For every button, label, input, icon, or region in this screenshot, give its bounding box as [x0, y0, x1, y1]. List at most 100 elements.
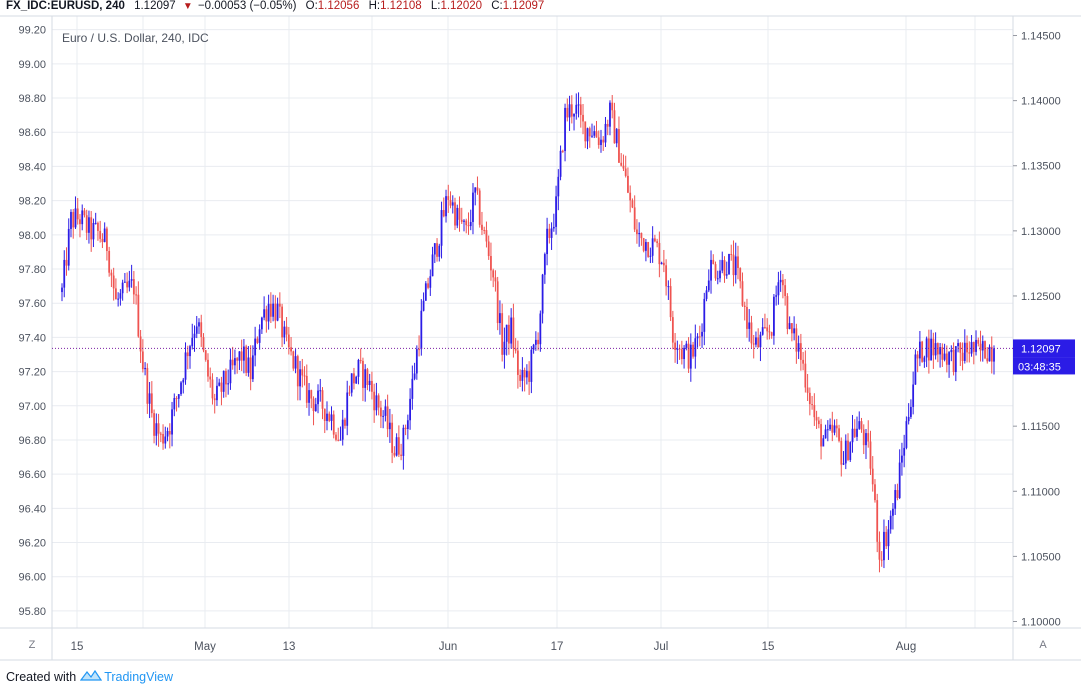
candle-down-body — [647, 242, 650, 257]
candle-up-body — [63, 259, 66, 288]
candle-up-body — [856, 428, 858, 437]
candle-down-body — [162, 433, 164, 444]
candle-up-body — [229, 359, 232, 384]
candle-down-body — [175, 398, 178, 400]
candle-up-body — [330, 414, 333, 421]
candle-down-body — [108, 250, 111, 273]
candle-up-body — [357, 360, 360, 377]
price-change: −0.00053 (−0.05%) — [197, 0, 297, 12]
candle-up-body — [182, 379, 185, 383]
x-axis-tick-label: 17 — [551, 641, 564, 653]
candle-up-body — [901, 455, 903, 463]
candle-down-body — [436, 243, 438, 257]
candle-up-body — [930, 338, 933, 361]
candle-up-body — [849, 442, 852, 460]
candle-up-body — [660, 262, 663, 265]
candle-down-body — [961, 352, 964, 361]
high-value: 1.12108 — [380, 0, 422, 12]
candle-up-body — [411, 378, 414, 399]
candle-up-body — [701, 331, 703, 337]
candle-up-body — [451, 202, 454, 206]
candle-down-body — [494, 277, 497, 282]
candle-up-body — [440, 210, 443, 246]
candle-down-body — [730, 254, 733, 256]
candle-up-body — [472, 192, 474, 222]
left-axis-tick-label: 97.60 — [18, 298, 46, 310]
candle-down-body — [896, 490, 899, 498]
left-axis-tick-label: 97.00 — [18, 401, 46, 413]
auto-scale-button[interactable] — [1034, 636, 1052, 652]
candle-up-body — [694, 338, 697, 357]
left-axis-tick-label: 98.80 — [18, 93, 46, 105]
candle-down-body — [269, 303, 272, 317]
candle-down-body — [467, 225, 470, 227]
candle-down-body — [449, 199, 452, 206]
right-axis-tick-label: 1.11500 — [1021, 421, 1060, 433]
candle-down-body — [687, 343, 690, 369]
candle-down-body — [427, 283, 429, 288]
candle-down-body — [460, 219, 463, 222]
candle-up-body — [276, 303, 279, 321]
candle-up-body — [409, 398, 411, 421]
candle-up-body — [413, 373, 416, 379]
candle-up-body — [314, 404, 317, 412]
candle-up-body — [510, 317, 513, 344]
left-axis-tick-label: 97.40 — [18, 332, 46, 344]
candle-up-body — [552, 226, 555, 229]
x-axis-tick-label: 15 — [71, 641, 84, 653]
candle-down-body — [606, 123, 609, 127]
candle-down-body — [653, 238, 656, 242]
candle-down-body — [290, 347, 292, 352]
candle-up-body — [559, 150, 562, 177]
symbol-label[interactable]: FX_IDC:EURUSD, 240 — [6, 0, 125, 12]
candle-up-body — [858, 421, 861, 429]
candle-down-body — [840, 440, 843, 465]
candle-down-body — [305, 375, 308, 403]
candle-up-body — [272, 303, 275, 317]
candle-up-body — [364, 369, 367, 388]
candle-down-body — [741, 281, 744, 306]
candle-up-body — [424, 283, 427, 301]
candle-down-body — [478, 190, 481, 225]
candle-down-body — [781, 279, 784, 286]
candle-up-body — [94, 222, 97, 224]
candle-up-body — [719, 270, 721, 279]
candle-down-body — [391, 422, 394, 453]
left-axis-tick-label: 96.60 — [18, 469, 46, 481]
down-arrow-icon: ▼ — [182, 1, 193, 12]
candle-down-body — [665, 265, 668, 287]
candle-down-body — [860, 421, 863, 430]
x-axis-tick-label: May — [194, 641, 216, 653]
grid — [52, 16, 1013, 628]
candle-up-body — [638, 232, 641, 235]
candle-up-body — [128, 280, 131, 288]
candle-up-body — [173, 398, 176, 410]
candle-up-body — [577, 104, 580, 106]
candle-down-body — [335, 434, 337, 440]
candle-down-body — [373, 391, 376, 411]
candle-up-body — [88, 217, 90, 233]
candle-down-body — [752, 343, 755, 345]
candle-up-body — [923, 357, 926, 362]
candle-down-body — [132, 279, 135, 295]
candle-down-body — [537, 339, 540, 345]
candle-up-body — [788, 323, 791, 329]
candle-up-body — [263, 309, 266, 318]
candle-down-body — [790, 323, 793, 334]
candle-up-body — [925, 338, 928, 358]
zoom-button[interactable] — [23, 636, 41, 652]
candle-down-body — [835, 425, 838, 429]
candle-up-body — [593, 131, 596, 136]
candle-down-body — [213, 398, 216, 401]
candle-down-body — [566, 107, 569, 118]
candle-down-body — [945, 353, 948, 365]
candle-down-body — [847, 440, 849, 460]
tradingview-brand[interactable]: TradingView — [104, 670, 173, 684]
candle-up-body — [525, 370, 528, 378]
candle-down-body — [692, 344, 694, 357]
candle-down-body — [137, 294, 140, 337]
candle-up-body — [903, 447, 906, 456]
candle-down-body — [723, 260, 726, 276]
right-axis-tick-label: 1.12500 — [1021, 291, 1061, 303]
candle-up-body — [773, 296, 775, 336]
